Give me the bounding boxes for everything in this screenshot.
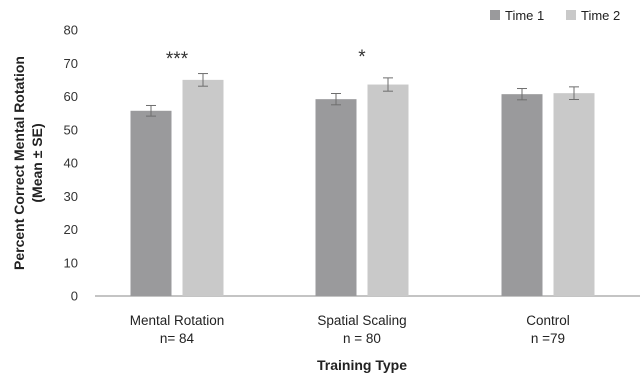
x-category-label: Spatial Scaling [317,313,406,328]
bar-time-1 [315,99,357,296]
y-tick-label: 20 [64,222,78,237]
bar-time-2 [553,93,595,296]
x-category-count: n =79 [531,331,565,346]
error-bar [383,77,393,92]
x-axis-title: Training Type [317,357,407,373]
error-bar [198,73,208,87]
legend-label: Time 2 [581,8,620,23]
error-bar [146,104,156,117]
error-bar [331,93,341,106]
x-category-label: Control [526,313,570,328]
bar-time-1 [501,94,543,296]
error-bars [146,73,579,117]
error-bar [569,86,579,100]
bar-time-2 [182,79,224,296]
x-axis-category-labels: Mental Rotation n= 84 Spatial Scaling n = 8… [130,313,570,346]
bar-time-2 [367,84,409,296]
bars [130,79,595,296]
y-tick-label: 30 [64,189,78,204]
error-bar [517,88,527,101]
y-axis-title: Percent Correct Mental Rotation (Mean ± S… [11,56,45,270]
legend: Time 1 Time 2 [490,8,620,23]
legend-swatch [566,10,576,20]
x-category-label: Mental Rotation [130,313,225,328]
y-axis-title-line: Percent Correct Mental Rotation [11,56,27,270]
significance-annotations: *** * [166,47,366,70]
y-tick-label: 60 [64,89,78,104]
significance-marker: *** [166,49,189,70]
bar-time-1 [130,110,172,296]
y-tick-label: 10 [64,255,78,270]
y-axis-title-line: (Mean ± SE) [29,123,45,202]
x-category-count: n = 80 [343,331,381,346]
y-tick-label: 50 [64,122,78,137]
x-category-count: n= 84 [160,331,195,346]
y-tick-label: 70 [64,56,78,71]
legend-label: Time 1 [505,8,544,23]
legend-swatch [490,10,500,20]
y-tick-label: 80 [64,23,78,38]
y-tick-label: 0 [71,289,78,304]
significance-marker: * [358,47,366,68]
y-axis-ticks: 0 10 20 30 40 50 60 70 80 [64,23,78,304]
y-tick-label: 40 [64,156,78,171]
